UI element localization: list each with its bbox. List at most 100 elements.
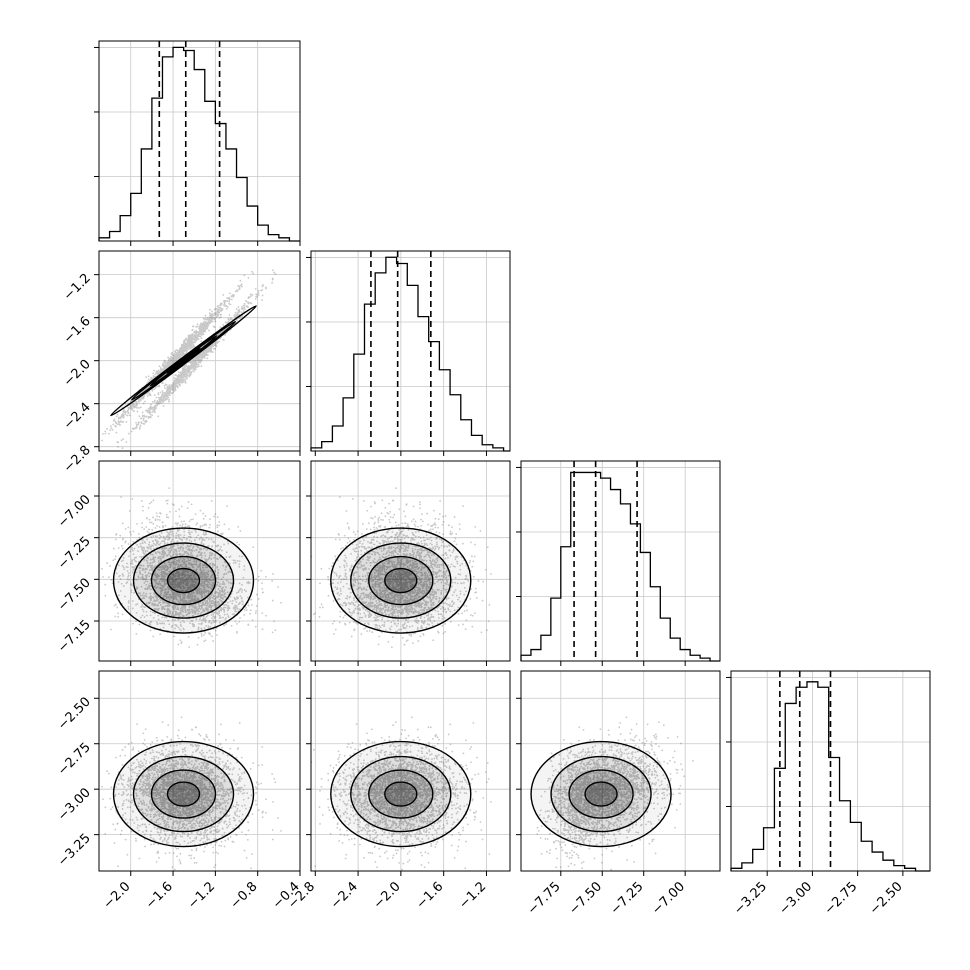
sample-point: [169, 385, 172, 388]
sample-point: [104, 432, 107, 435]
sample-point: [179, 348, 182, 351]
sample-point: [179, 379, 182, 382]
sample-point: [199, 325, 202, 328]
sample-point: [162, 525, 164, 527]
sample-point: [142, 422, 145, 425]
sample-point: [191, 337, 194, 339]
sample-point: [173, 386, 176, 389]
sample-point: [186, 507, 189, 509]
sample-point: [243, 302, 246, 305]
sample-point: [208, 348, 211, 351]
sample-point: [229, 318, 232, 321]
sample-point: [228, 528, 231, 531]
sample-point: [226, 505, 229, 508]
sample-point: [155, 370, 158, 373]
sample-point: [200, 329, 203, 332]
sample-point: [101, 439, 103, 442]
sample-point: [220, 307, 223, 310]
sample-point: [183, 368, 186, 370]
sample-point: [202, 634, 205, 636]
sample-point: [214, 320, 217, 323]
sample-point: [271, 277, 274, 280]
sample-point: [204, 350, 206, 353]
sample-point: [173, 384, 176, 387]
sample-point: [137, 421, 140, 424]
sample-point: [197, 358, 200, 360]
sample-point: [121, 613, 124, 616]
sample-point: [214, 343, 216, 346]
sample-point: [174, 522, 177, 525]
sample-point: [212, 640, 214, 642]
sample-point: [190, 343, 193, 346]
sample-point: [203, 329, 206, 332]
sample-point: [201, 525, 204, 527]
sample-point: [131, 403, 134, 406]
sample-point: [195, 523, 198, 526]
sample-point: [191, 336, 194, 339]
sample-point: [132, 410, 135, 412]
sample-point: [145, 526, 148, 528]
sample-point: [147, 375, 150, 378]
sample-point: [193, 370, 195, 373]
sample-point: [208, 322, 210, 325]
sample-point: [280, 601, 282, 604]
sample-point: [182, 340, 185, 343]
sample-point: [173, 352, 176, 355]
sample-point: [150, 501, 153, 504]
sample-point: [271, 631, 274, 634]
sample-point: [215, 340, 218, 343]
sample-point: [182, 348, 185, 351]
sample-point: [199, 324, 202, 327]
sample-point: [277, 586, 279, 588]
sample-point: [195, 339, 197, 342]
sample-point: [226, 305, 229, 308]
sample-point: [236, 541, 238, 544]
sample-point: [172, 354, 174, 357]
sample-point: [170, 353, 173, 355]
sample-point: [141, 522, 143, 525]
sample-point: [194, 366, 197, 369]
sample-point: [197, 335, 200, 338]
sample-point: [199, 328, 202, 331]
sample-point: [217, 313, 220, 315]
sample-point: [272, 269, 274, 272]
sample-point: [181, 525, 183, 528]
sample-point: [193, 367, 196, 370]
sample-point: [164, 387, 166, 390]
sample-point: [200, 633, 203, 635]
sample-point: [228, 302, 230, 305]
sample-point: [192, 341, 195, 344]
sample-point: [112, 423, 115, 426]
sample-point: [197, 355, 200, 357]
sample-point: [122, 420, 125, 423]
sample-point: [187, 636, 190, 638]
sample-point: [156, 371, 159, 374]
sample-point: [135, 404, 138, 406]
sample-point: [147, 528, 150, 531]
sample-point: [249, 612, 251, 615]
sample-point: [152, 372, 155, 375]
sample-point: [178, 378, 180, 381]
sample-point: [161, 390, 164, 392]
sample-point: [178, 381, 181, 384]
sample-point: [197, 365, 200, 368]
sample-point: [121, 522, 124, 525]
sample-point: [173, 356, 176, 359]
sample-point: [117, 616, 120, 618]
sample-point: [210, 346, 212, 348]
sample-point: [199, 335, 202, 338]
sample-point: [117, 547, 120, 549]
sample-point: [145, 420, 148, 423]
sample-point: [115, 431, 118, 434]
sample-point: [161, 368, 164, 371]
sample-point: [129, 531, 132, 533]
sample-point: [116, 606, 119, 609]
sample-point: [238, 288, 241, 291]
sample-point: [182, 346, 185, 348]
sample-point: [252, 272, 255, 275]
sample-point: [211, 351, 214, 354]
sample-point: [254, 298, 257, 300]
sample-point: [230, 298, 233, 301]
sample-point: [184, 375, 187, 378]
sample-point: [149, 411, 152, 414]
